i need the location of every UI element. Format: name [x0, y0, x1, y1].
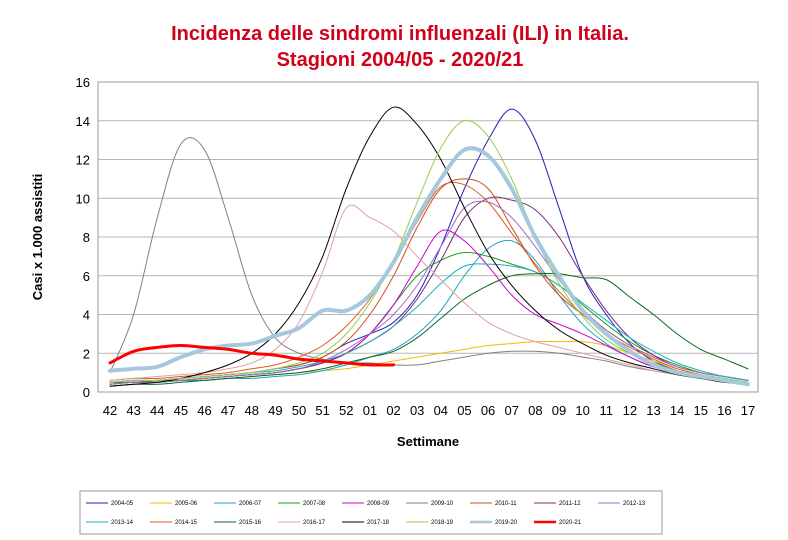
legend-item: 2013-14	[86, 520, 134, 526]
legend-label: 2010-11	[495, 501, 517, 507]
x-tick-label: 06	[481, 403, 495, 418]
legend-box	[79, 490, 663, 535]
legend-label: 2013-14	[111, 520, 134, 526]
series-line-2014-15	[109, 181, 749, 383]
legend-label: 2011-12	[559, 501, 581, 507]
series-line-2012-13	[109, 200, 749, 385]
legend-item: 2019-20	[470, 520, 518, 526]
y-axis-label: Casi x 1.000 assistiti	[30, 174, 45, 300]
x-tick-label: 50	[292, 403, 306, 418]
x-tick-label: 16	[717, 403, 731, 418]
x-tick-label: 07	[504, 403, 518, 418]
legend-label: 2009-10	[431, 501, 454, 507]
series-line-2009-10	[109, 137, 749, 383]
legend: 2004-05 2005-06 2006-07 2007-08 2008-09 2009-…	[86, 501, 646, 526]
series-line-2008-09	[109, 229, 749, 385]
legend-label: 2006-07	[239, 501, 262, 507]
y-tick-label: 12	[76, 153, 90, 168]
legend-item: 2018-19	[406, 520, 454, 526]
legend-item: 2007-08	[278, 501, 326, 507]
legend-label: 2012-13	[623, 501, 646, 507]
legend-item: 2004-05	[86, 501, 134, 507]
legend-label: 2015-16	[239, 520, 262, 526]
x-tick-label: 13	[646, 403, 660, 418]
x-tick-label: 44	[150, 403, 164, 418]
x-tick-label: 45	[174, 403, 188, 418]
series-line-2017-18	[109, 106, 749, 387]
x-tick-label: 49	[268, 403, 282, 418]
x-tick-label: 08	[528, 403, 542, 418]
series-lines	[108, 106, 750, 387]
legend-item: 2017-18	[342, 520, 390, 526]
legend-item: 2012-13	[598, 501, 646, 507]
x-tick-label: 14	[670, 403, 684, 418]
series-line-2015-16	[109, 272, 749, 387]
legend-item: 2005-06	[150, 501, 198, 507]
x-axis-label: Settimane	[397, 434, 459, 449]
chart-title: Incidenza delle sindromi influenzali (IL…	[171, 23, 629, 45]
legend-label: 2020-21	[559, 520, 582, 526]
y-tick-label: 10	[76, 191, 90, 206]
y-tick-label: 16	[76, 75, 90, 90]
legend-label: 2019-20	[495, 520, 518, 526]
x-tick-label: 12	[623, 403, 637, 418]
x-tick-label: 17	[741, 403, 755, 418]
x-tick-label: 10	[575, 403, 589, 418]
plot-frame	[97, 81, 759, 393]
legend-item: 2011-12	[534, 501, 581, 507]
series-line-2016-17	[109, 204, 749, 383]
y-tick-label: 4	[83, 308, 90, 323]
x-tick-label: 03	[410, 403, 424, 418]
x-tick-label: 02	[386, 403, 400, 418]
y-tick-label: 0	[83, 385, 90, 400]
x-tick-label: 01	[363, 403, 377, 418]
legend-item: 2006-07	[214, 501, 262, 507]
x-tick-label: 04	[434, 403, 448, 418]
legend-label: 2014-15	[175, 520, 198, 526]
x-tick-label: 09	[552, 403, 566, 418]
x-tick-label: 15	[694, 403, 708, 418]
x-tick-label: 48	[245, 403, 259, 418]
legend-label: 2004-05	[111, 501, 134, 507]
y-tick-label: 6	[83, 269, 90, 284]
legend-label: 2007-08	[303, 501, 326, 507]
y-tick-label: 2	[83, 346, 90, 361]
y-axis-ticks: 0 2 4 6 8 10 12 14 16	[76, 75, 90, 400]
x-tick-label: 05	[457, 403, 471, 418]
y-tick-label: 14	[76, 114, 90, 129]
x-axis-ticks: 42 43 44 45 46 47 48 49 50 51 52 01 02 03 04 05 06 07 08 09…	[103, 403, 755, 418]
legend-item: 2015-16	[214, 520, 262, 526]
series-line-2020-21	[108, 344, 396, 367]
legend-label: 2018-19	[431, 520, 454, 526]
legend-item: 2020-21	[534, 520, 582, 526]
x-tick-label: 46	[197, 403, 211, 418]
x-tick-label: 43	[126, 403, 140, 418]
legend-label: 2016-17	[303, 520, 326, 526]
legend-item: 2009-10	[406, 501, 454, 507]
x-tick-label: 11	[599, 403, 613, 418]
y-tick-label: 8	[83, 230, 90, 245]
legend-label: 2005-06	[175, 501, 198, 507]
legend-item: 2008-09	[342, 501, 390, 507]
x-tick-label: 47	[221, 403, 235, 418]
chart-subtitle: Stagioni 2004/05 - 2020/21	[277, 49, 524, 71]
legend-item: 2016-17	[278, 520, 326, 526]
x-tick-label: 52	[339, 403, 353, 418]
legend-item: 2010-11	[470, 501, 517, 507]
x-tick-label: 51	[315, 403, 329, 418]
legend-label: 2017-18	[367, 520, 390, 526]
x-tick-label: 42	[103, 403, 117, 418]
legend-label: 2008-09	[367, 501, 390, 507]
legend-item: 2014-15	[150, 520, 198, 526]
